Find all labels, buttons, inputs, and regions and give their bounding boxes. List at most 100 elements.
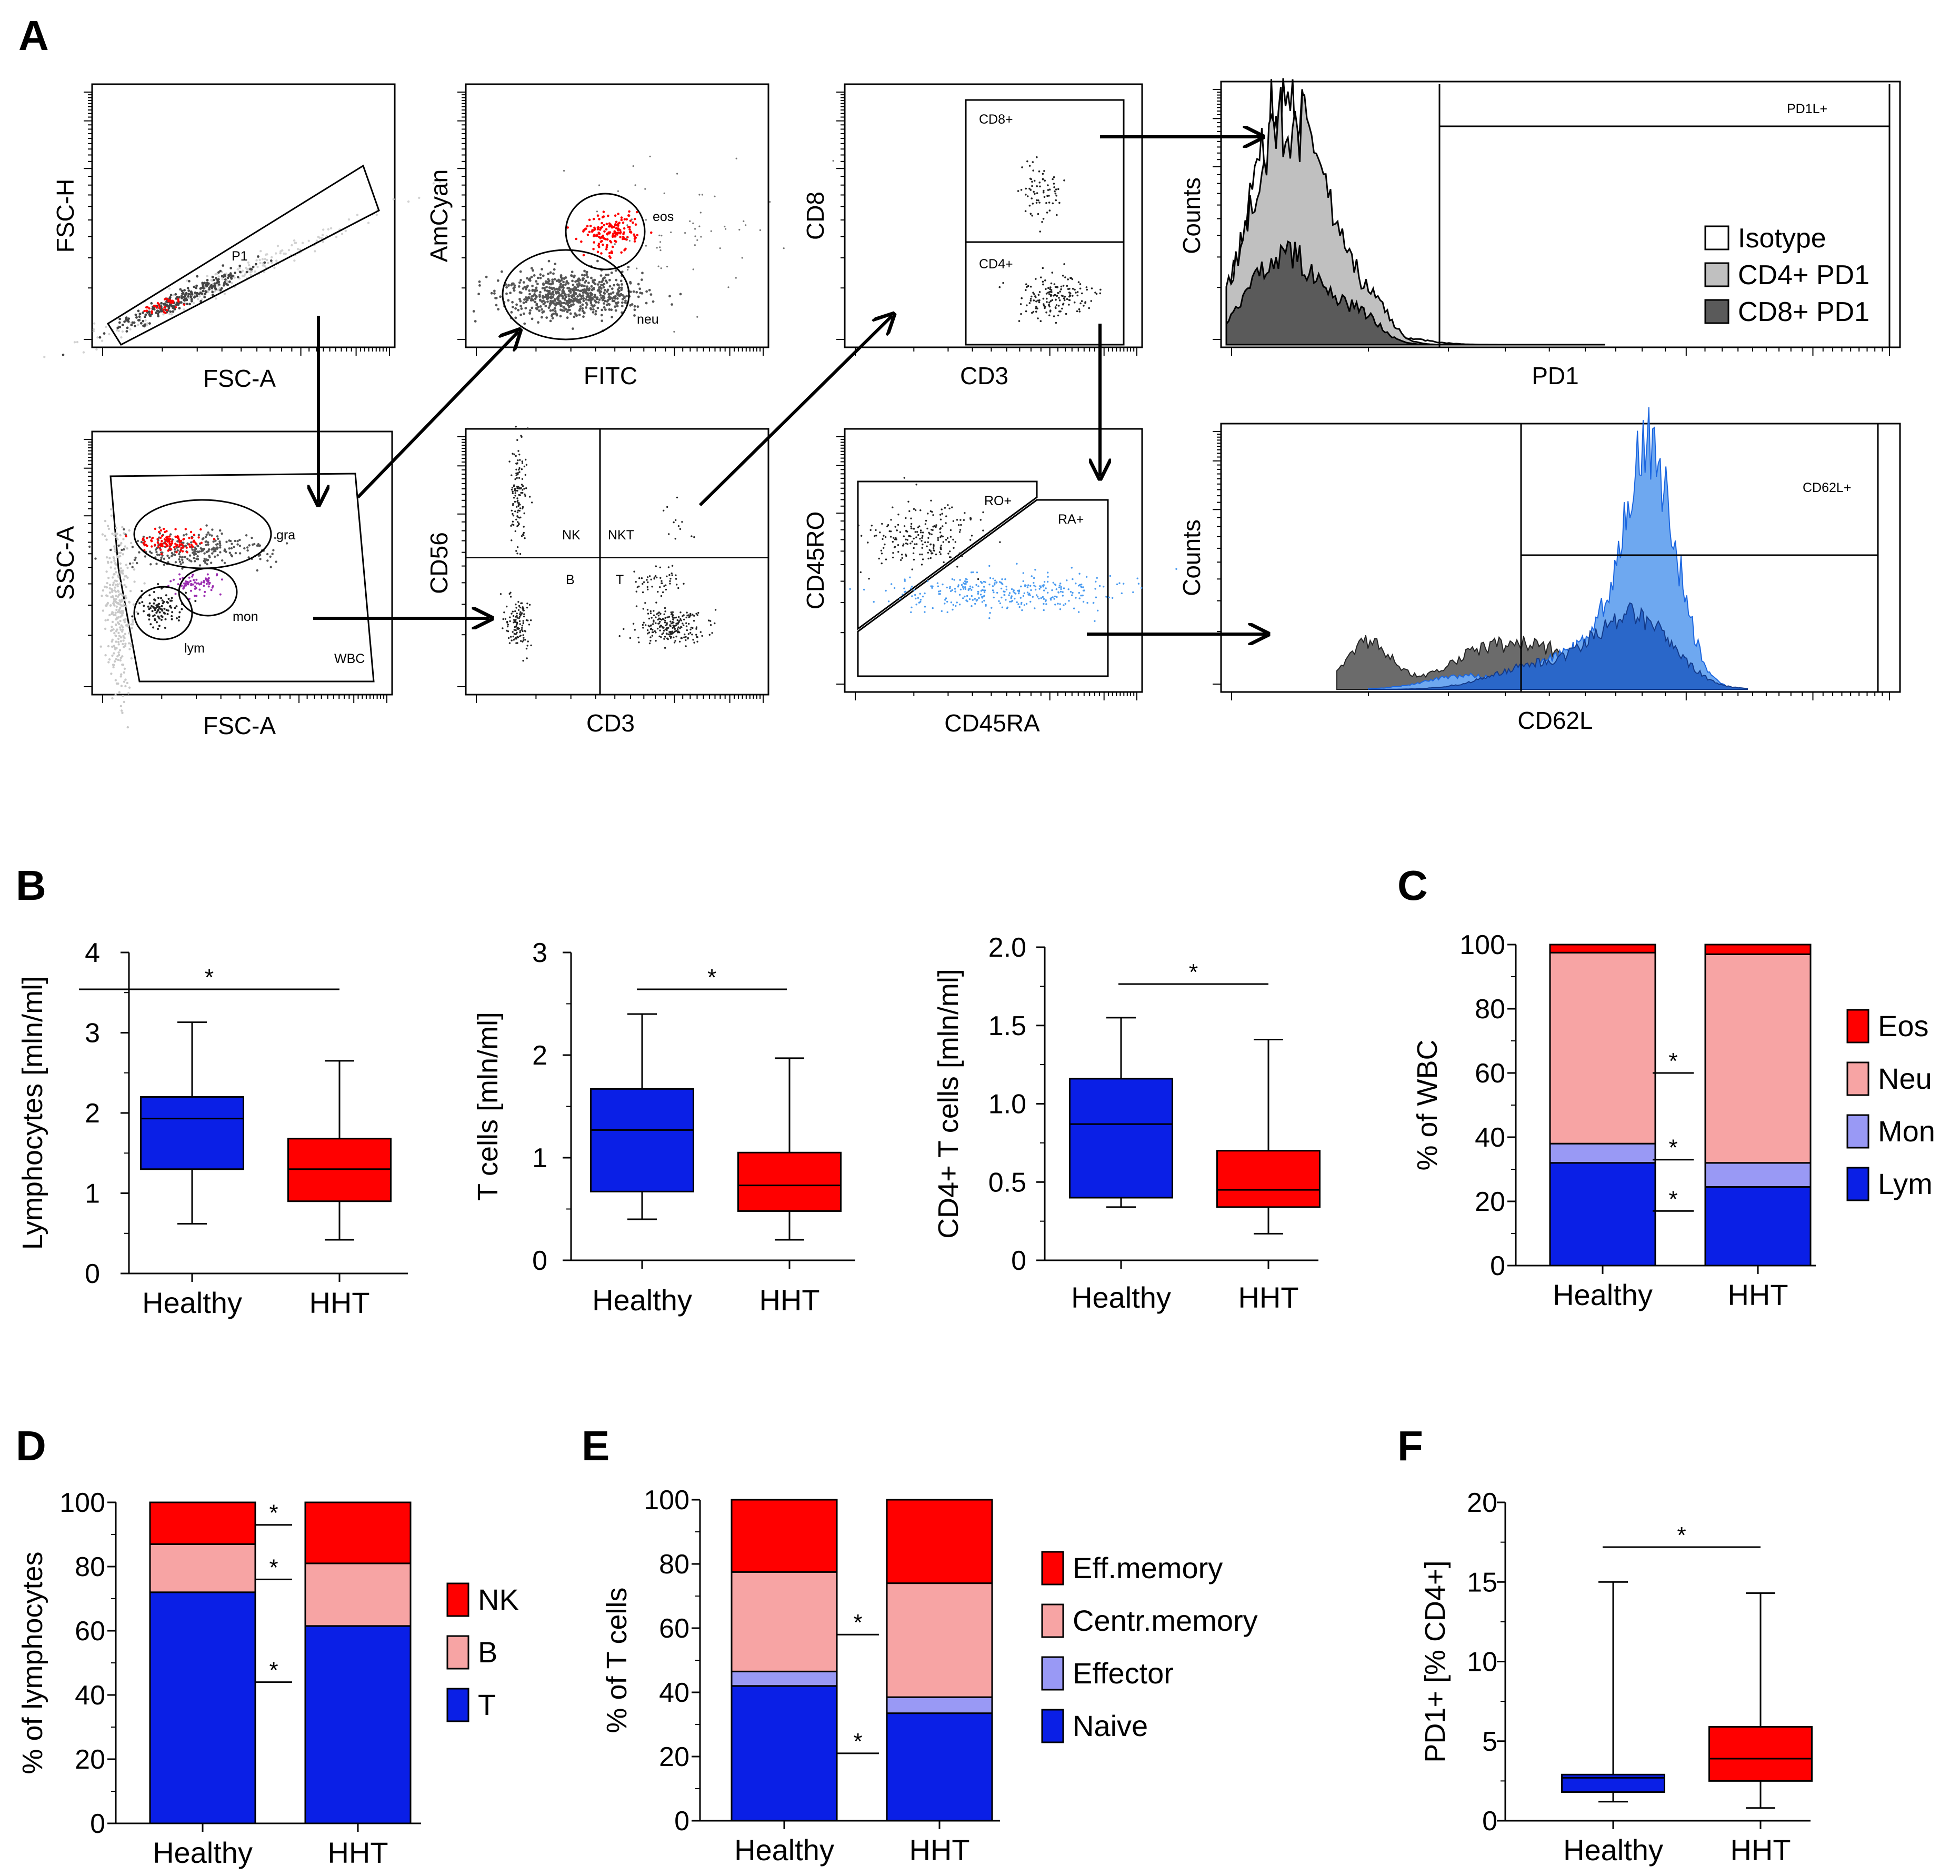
event-dot xyxy=(575,313,578,316)
event-dot xyxy=(659,246,661,248)
event-dot xyxy=(199,528,202,531)
gate-p1 xyxy=(106,164,380,346)
event-dot xyxy=(213,282,216,285)
event-dot xyxy=(1054,604,1056,606)
event-dot xyxy=(948,507,951,509)
event-dot xyxy=(686,611,688,614)
event-dot xyxy=(966,581,968,583)
event-dot xyxy=(951,561,953,564)
event-dot xyxy=(998,600,1000,603)
event-dot xyxy=(157,583,159,585)
event-dot xyxy=(617,301,619,304)
event-dot xyxy=(985,605,987,607)
event-dot xyxy=(123,637,126,639)
event-dot xyxy=(204,293,207,295)
event-dot xyxy=(185,298,188,302)
event-dot xyxy=(512,631,514,633)
event-dot xyxy=(618,635,621,637)
event-dot xyxy=(168,535,171,538)
event-dot xyxy=(1035,594,1038,596)
event-dot xyxy=(931,587,933,589)
event-dot xyxy=(172,553,174,556)
event-dot xyxy=(511,282,514,285)
event-dot xyxy=(576,285,579,288)
event-dot xyxy=(596,283,599,286)
event-dot xyxy=(689,613,692,615)
event-dot xyxy=(165,309,168,312)
event-dot xyxy=(1020,189,1023,191)
event-dot xyxy=(1084,301,1087,303)
event-dot xyxy=(283,252,285,255)
event-dot xyxy=(1034,585,1037,588)
event-dot xyxy=(515,550,517,552)
event-dot xyxy=(1039,586,1042,588)
event-dot xyxy=(215,277,217,280)
significance-star: * xyxy=(269,1554,278,1580)
event-dot xyxy=(124,545,126,548)
event-dot xyxy=(600,236,603,238)
event-dot xyxy=(108,614,111,617)
event-dot xyxy=(669,578,672,580)
event-dot xyxy=(1078,597,1081,599)
event-dot xyxy=(575,288,577,292)
event-dot xyxy=(546,297,549,300)
event-dot xyxy=(539,273,542,276)
event-dot xyxy=(203,282,206,285)
event-dot xyxy=(890,530,892,533)
event-dot xyxy=(942,525,944,527)
event-dot xyxy=(676,630,678,632)
event-dot xyxy=(231,282,233,285)
event-dot xyxy=(163,557,165,560)
event-dot xyxy=(920,531,922,534)
event-dot xyxy=(168,305,171,308)
event-dot xyxy=(119,615,122,618)
event-dot xyxy=(131,566,134,568)
event-dot xyxy=(575,237,578,240)
event-dot xyxy=(179,549,182,552)
event-dot xyxy=(548,292,551,295)
event-dot xyxy=(144,313,147,316)
event-dot xyxy=(245,270,248,274)
event-dot xyxy=(163,311,165,314)
event-dot xyxy=(243,547,246,550)
event-dot xyxy=(1026,591,1029,594)
event-dot xyxy=(583,285,586,287)
event-dot xyxy=(649,610,652,613)
event-dot xyxy=(676,628,679,630)
event-dot xyxy=(522,620,524,622)
event-dot xyxy=(613,230,616,233)
x-categories: Healthy HHT xyxy=(1071,1281,1298,1314)
event-dot xyxy=(314,250,316,253)
event-dot xyxy=(535,280,538,283)
x-categories: Healthy HHT xyxy=(1553,1278,1788,1311)
event-dot xyxy=(515,303,518,306)
event-dot xyxy=(921,537,923,539)
event-dot xyxy=(611,316,614,318)
event-dot xyxy=(275,560,277,563)
event-dot xyxy=(166,554,169,557)
event-dot xyxy=(1078,591,1080,594)
event-dot xyxy=(620,251,623,254)
event-dot xyxy=(892,540,894,543)
event-dot xyxy=(518,298,521,300)
event-dot xyxy=(1063,604,1065,606)
event-dot xyxy=(1088,307,1090,309)
event-dot xyxy=(614,295,617,298)
event-dot xyxy=(514,621,516,623)
workflow-arrows xyxy=(313,137,1266,634)
event-dot xyxy=(952,608,954,611)
event-dot xyxy=(981,601,984,603)
event-dot xyxy=(195,582,198,585)
legend-swatch xyxy=(1041,1551,1064,1586)
event-dot xyxy=(519,623,521,625)
event-dot xyxy=(1034,607,1036,609)
event-dot xyxy=(533,290,536,293)
y-axis-label: CD4+ T cells [mln/ml] xyxy=(933,969,964,1239)
event-dot xyxy=(1049,288,1051,290)
event-dot xyxy=(586,276,589,278)
event-dot xyxy=(180,547,183,549)
event-dot xyxy=(1035,300,1037,303)
event-dot xyxy=(960,524,962,526)
event-dot xyxy=(521,629,523,631)
event-dot xyxy=(561,295,564,298)
